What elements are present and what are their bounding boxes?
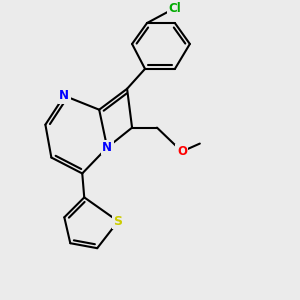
- Text: N: N: [59, 89, 69, 102]
- Text: N: N: [102, 141, 112, 154]
- Text: S: S: [114, 215, 123, 228]
- Text: O: O: [177, 145, 187, 158]
- Text: Cl: Cl: [169, 2, 181, 15]
